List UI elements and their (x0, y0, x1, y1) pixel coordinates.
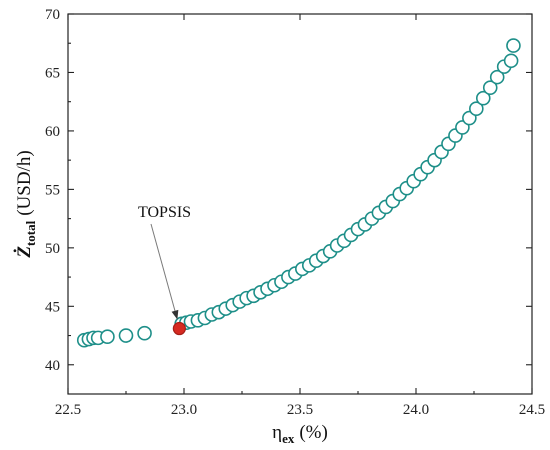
x-axis-subscript: ex (282, 431, 295, 446)
x-tick-label: 23.0 (171, 402, 197, 418)
x-tick-label: 24.0 (403, 402, 429, 418)
y-axis-title: Żtotal (USD/h) (13, 150, 38, 258)
data-point (100, 329, 115, 345)
y-axis-symbol: Ż (13, 246, 35, 259)
y-tick-label: 70 (45, 7, 60, 23)
x-tick-label: 23.5 (287, 402, 313, 418)
y-axis-subscript: total (23, 220, 38, 246)
y-tick-label: 50 (45, 241, 60, 257)
y-tick-label: 45 (45, 299, 60, 315)
y-tick-label: 65 (45, 65, 60, 81)
data-point (137, 325, 152, 341)
y-tick-label: 40 (45, 358, 60, 374)
topsis-label: TOPSIS (138, 204, 191, 221)
data-point (469, 101, 484, 117)
data-point (503, 53, 519, 69)
x-tick-label: 24.5 (519, 402, 545, 418)
annotation-arrow-line (150, 223, 178, 320)
x-axis-symbol: η (272, 422, 282, 443)
data-point (475, 90, 491, 106)
y-axis-unit: (USD/h) (14, 150, 35, 215)
ticks-layer: 22.5 23.0 23.5 24.0 24.5 40 45 50 55 60 65 70 (45, 7, 545, 418)
annotation-arrow-head (171, 309, 179, 320)
x-axis-unit: (%) (299, 422, 327, 443)
y-tick-label: 60 (45, 124, 60, 140)
y-tick-label: 55 (45, 182, 60, 198)
data-point (482, 80, 498, 95)
points-layer (76, 38, 521, 348)
x-axis-title: ηex (%) (272, 422, 328, 446)
data-point (118, 328, 134, 343)
data-point (489, 69, 505, 85)
data-point (506, 38, 521, 53)
topsis-point (172, 321, 186, 336)
x-tick-label: 22.5 (55, 402, 81, 418)
